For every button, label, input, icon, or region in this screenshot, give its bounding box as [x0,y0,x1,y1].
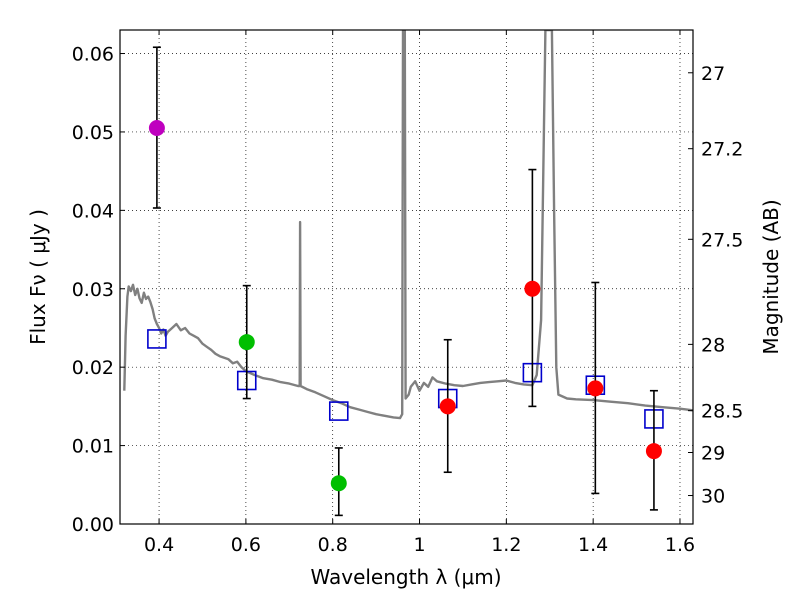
mag-tick-label: 30 [701,486,725,508]
y-tick-label: 0.04 [72,200,114,222]
observed-point [645,443,662,460]
model-point-square [147,329,167,349]
mag-tick-label: 29 [701,442,725,464]
y-tick-label: 0.03 [72,279,114,301]
plot-frame [119,29,694,525]
observed-point [148,120,165,137]
mag-tick-label: 28.5 [701,401,743,423]
observed-point [330,475,347,492]
observed-point [587,380,604,397]
mag-tick-label: 27.5 [701,229,743,251]
x-tick-label: 1.6 [665,534,695,556]
y-axis-label: Flux Fν ( μJy ) [26,209,50,345]
y-tick-label: 0.05 [72,122,114,144]
model-spectrum-line [123,30,693,420]
x-tick-label: 0.6 [231,534,261,556]
mag-tick-label: 27.2 [701,139,743,161]
observed-point [524,280,541,297]
x-tick-label: 0.8 [318,534,348,556]
y-tick-label: 0.01 [72,436,114,458]
observed-point [238,334,255,351]
axis-ticks: 0.4 0.6 0.8 1 1.2 1.4 1.6 0.00 0.01 0.02 0.03 0.04 0… [72,30,743,556]
y-tick-label: 0.02 [72,357,114,379]
data-points-layer [147,46,664,517]
x-tick-label: 0.4 [144,534,174,556]
x-tick-label: 1.4 [578,534,608,556]
y-tick-label: 0.06 [72,44,114,66]
x-tick-label: 1 [413,534,425,556]
observed-point [439,398,456,415]
mag-tick-label: 28 [701,334,725,356]
mag-tick-label: 27 [701,63,725,85]
model-point-square [328,401,349,421]
model-spectrum-layer [123,30,693,420]
x-tick-label: 1.2 [491,534,521,556]
right-axis-label: Magnitude (AB) [759,199,783,354]
y-tick-label: 0.00 [72,514,114,536]
x-axis-label: Wavelength λ (μm) [310,565,501,589]
